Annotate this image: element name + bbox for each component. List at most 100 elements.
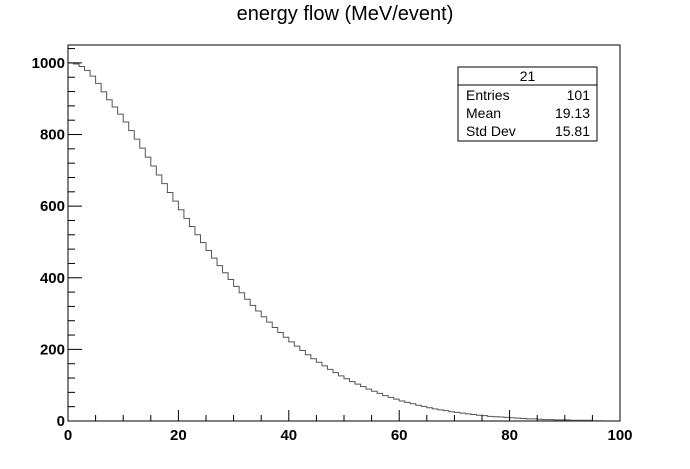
histogram-bin (399, 401, 405, 421)
histogram-bin (167, 193, 173, 421)
histogram-bin (438, 410, 444, 421)
histogram-bin (123, 122, 129, 421)
histogram-bin (184, 218, 190, 421)
stats-mean-value: 19.13 (555, 105, 590, 121)
x-tick-label: 20 (170, 427, 187, 444)
y-tick-label: 0 (57, 413, 65, 430)
histogram-bin (366, 389, 372, 421)
histogram-bin (239, 293, 245, 421)
stats-entries-label: Entries (466, 87, 510, 103)
chart-title: energy flow (MeV/event) (236, 3, 454, 25)
x-tick-label: 100 (607, 427, 632, 444)
y-tick-label: 400 (40, 270, 65, 287)
histogram-bin (532, 419, 538, 421)
histogram-bin (554, 420, 560, 421)
histogram-bin (460, 413, 466, 421)
histogram-bin (234, 286, 240, 421)
histogram-bin (493, 417, 499, 421)
histogram-bin (261, 317, 267, 421)
histogram-bin (74, 64, 80, 421)
histogram-bin (350, 382, 356, 421)
histogram-bin (383, 396, 389, 421)
histogram-bin (267, 322, 273, 421)
histogram-bin (476, 415, 482, 421)
histogram-bin (245, 299, 251, 421)
histogram-bin (587, 420, 593, 421)
histogram-bin (388, 397, 394, 421)
histogram-bin (107, 100, 113, 421)
histogram-bin (537, 419, 543, 421)
histogram-bin (129, 131, 135, 421)
y-tick-label: 200 (40, 341, 65, 358)
histogram-bin (581, 420, 587, 421)
histogram-bin (421, 406, 427, 421)
histogram-bin (212, 258, 218, 421)
histogram-bin (112, 107, 118, 421)
histogram-bin (338, 376, 344, 421)
histogram-bin (377, 393, 383, 421)
stats-entries-value: 101 (567, 87, 591, 103)
histogram-bin (372, 391, 378, 421)
histogram-bin (454, 412, 460, 421)
histogram-bin (410, 404, 416, 421)
x-tick-label: 0 (64, 427, 72, 444)
histogram-bin (465, 414, 471, 421)
histogram-bin (178, 210, 184, 421)
histogram-bin (96, 83, 102, 421)
histogram-bin (68, 63, 74, 421)
histogram-bin (416, 405, 422, 421)
histogram-bin (223, 273, 229, 421)
histogram-bin (504, 417, 510, 421)
histogram-outline (68, 62, 604, 422)
histogram-bin (90, 76, 96, 421)
histogram-bin (499, 417, 505, 421)
histogram-bin (559, 420, 565, 421)
x-tick-label: 80 (501, 427, 518, 444)
histogram-bin (543, 420, 549, 421)
histogram-bin (118, 114, 124, 421)
histogram-bin (256, 311, 262, 421)
histogram-bin (432, 409, 438, 421)
histogram-bin (173, 201, 179, 421)
histogram-bin (151, 166, 157, 421)
histogram-bin (156, 175, 162, 421)
histogram-bin (162, 184, 168, 421)
stats-box: 21 Entries 101 Mean 19.13 Std Dev 15.81 (457, 66, 598, 142)
stats-mean-label: Mean (466, 105, 501, 121)
histogram-bin (515, 418, 521, 421)
histogram-bin (361, 387, 367, 421)
histogram-bin (427, 408, 433, 421)
histogram-bin (355, 384, 361, 421)
histogram-bin (548, 420, 554, 421)
histogram-bin (272, 328, 278, 421)
histogram-bin (200, 243, 206, 421)
histogram-bin (294, 346, 300, 421)
histogram-bin (195, 235, 201, 421)
stats-box-frame (457, 66, 598, 142)
x-tick-label: 40 (280, 427, 297, 444)
histogram-bin (250, 305, 256, 421)
histogram-bin (327, 369, 333, 421)
stats-stddev-label: Std Dev (466, 123, 516, 139)
histogram-bin (333, 373, 339, 421)
histogram-bin (206, 251, 212, 421)
histogram-bin (140, 148, 146, 421)
histogram-bin (79, 66, 85, 421)
histogram-bin (217, 266, 223, 421)
histogram-bin (526, 419, 532, 421)
histogram-bin (300, 350, 306, 421)
histogram-bin (101, 92, 107, 421)
histogram-bin (344, 379, 350, 421)
histogram-layer (68, 62, 604, 422)
histogram-bin (145, 157, 151, 421)
histogram-bin (521, 418, 527, 421)
histogram-bin (443, 411, 449, 421)
histogram-bin (283, 337, 289, 421)
stats-name: 21 (520, 68, 536, 84)
histogram-bin (189, 227, 195, 421)
histogram-bin (488, 416, 494, 421)
histogram-bin (322, 366, 328, 421)
histogram-bin (405, 402, 411, 421)
